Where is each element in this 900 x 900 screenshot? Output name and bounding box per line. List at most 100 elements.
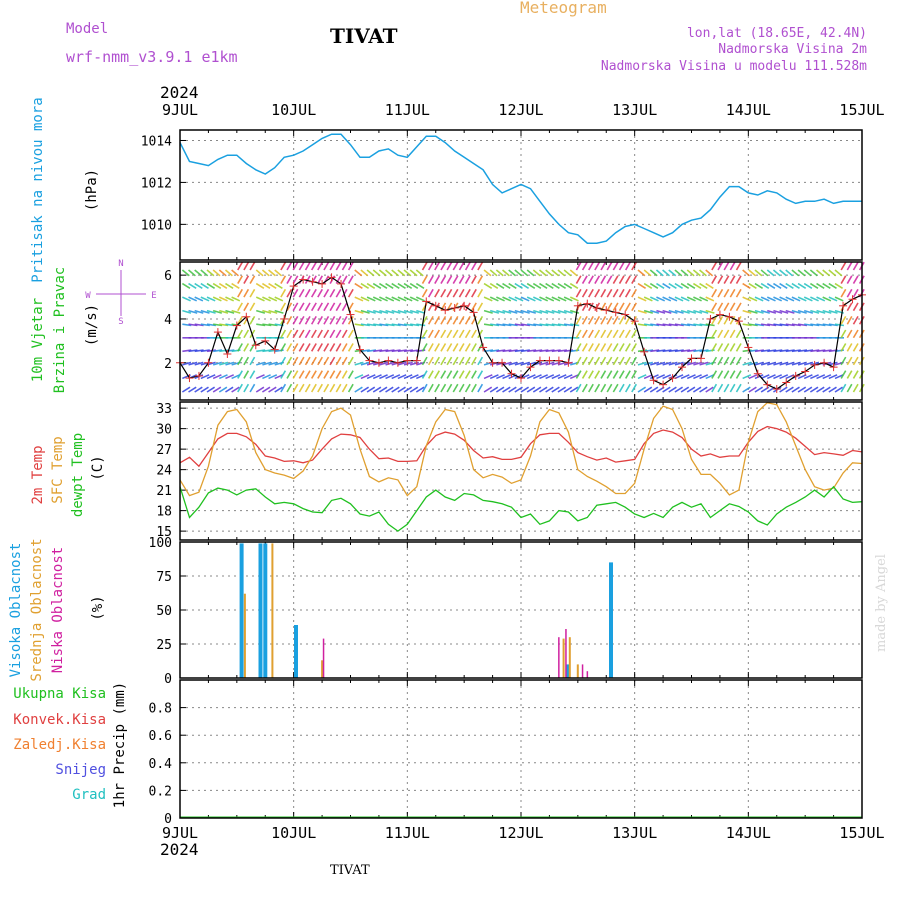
wind-barb xyxy=(846,261,853,271)
wind-barb xyxy=(662,323,672,327)
wind-barb xyxy=(618,343,625,352)
wind-barb xyxy=(262,374,271,380)
wind-barb xyxy=(810,374,819,380)
wind-barb xyxy=(705,323,715,327)
wind-barb xyxy=(533,309,543,314)
wind-barb xyxy=(379,349,389,353)
wind-barb xyxy=(329,383,336,393)
wind-barb xyxy=(643,386,653,393)
wind-barb xyxy=(225,309,235,314)
wind-barb xyxy=(427,383,434,393)
wind-barb xyxy=(612,356,619,366)
wind-barb xyxy=(471,288,477,298)
wind-barb xyxy=(754,374,764,380)
wind-barb xyxy=(514,309,524,314)
x-tick-label-bottom: 14JUL xyxy=(726,824,771,842)
wind-barb xyxy=(206,349,217,353)
wind-barb xyxy=(249,370,256,379)
wind-barb xyxy=(483,296,493,302)
wind-barb xyxy=(464,302,471,312)
wind-barb xyxy=(471,329,477,339)
wind-barb xyxy=(409,269,418,277)
wind-barb xyxy=(446,316,453,325)
wind-barb xyxy=(212,269,221,277)
wind-barb xyxy=(600,356,607,366)
wind-barb xyxy=(575,261,582,271)
wind-barb xyxy=(551,269,560,277)
wind-barb xyxy=(717,356,724,366)
wind-barb xyxy=(231,296,241,302)
wind-barb xyxy=(526,296,536,302)
wind-barb xyxy=(354,282,363,289)
wind-barb xyxy=(434,288,440,298)
wind-barb xyxy=(624,329,631,339)
wind-barb xyxy=(822,269,831,277)
wind-barb xyxy=(385,269,393,277)
wind-barb xyxy=(699,361,709,366)
wind-barb xyxy=(618,302,625,312)
y-tick-label: 33 xyxy=(156,402,172,417)
wind-barb xyxy=(391,386,400,393)
wind-barb xyxy=(563,309,573,314)
wind-barb xyxy=(754,361,764,366)
panel-frame-wind xyxy=(179,261,863,401)
wind-barb xyxy=(662,282,671,289)
wind-barb xyxy=(754,309,764,314)
wind-barb xyxy=(766,374,776,380)
high-cloud-bar xyxy=(239,543,244,678)
low-cloud-bar xyxy=(581,664,584,678)
wind-barb xyxy=(440,329,447,339)
wind-barb xyxy=(624,275,631,284)
wind-barb xyxy=(779,323,789,327)
wind-barb xyxy=(594,315,601,325)
wind-barb xyxy=(378,386,388,393)
wind-barb xyxy=(483,386,493,393)
wind-barb xyxy=(182,296,191,302)
wind-barb xyxy=(403,296,413,302)
wind-barb xyxy=(182,349,192,353)
wind-barb xyxy=(600,329,607,339)
wind-barb xyxy=(693,374,702,380)
wind-barb xyxy=(231,269,240,277)
wind-barb xyxy=(797,296,807,302)
wind-barb xyxy=(699,374,709,380)
wind-barb xyxy=(360,269,369,277)
wind-barb xyxy=(742,282,751,289)
wind-barb xyxy=(723,329,730,339)
wind-barb xyxy=(588,288,594,298)
wind-barb xyxy=(317,343,323,352)
wind-barb xyxy=(464,288,471,298)
wind-barb xyxy=(323,302,330,312)
wind-barb xyxy=(526,374,536,380)
wind-barb xyxy=(268,269,277,277)
wind-barb xyxy=(766,282,776,289)
wind-barb xyxy=(816,374,826,380)
wind-barb xyxy=(317,370,323,379)
wind-barb xyxy=(495,269,504,277)
wind-barb xyxy=(310,288,317,298)
wind-barb xyxy=(791,361,801,366)
wind-barb xyxy=(249,302,256,312)
wind-barb xyxy=(347,261,354,271)
wind-barb xyxy=(310,356,317,366)
wind-barb xyxy=(686,374,696,380)
wind-barb xyxy=(464,316,471,325)
wind-barb xyxy=(606,288,613,298)
y-tick-label: 1010 xyxy=(141,218,172,233)
wind-barb xyxy=(231,282,240,289)
wind-barb xyxy=(810,296,819,302)
wind-barb xyxy=(354,296,364,302)
wind-barb xyxy=(852,275,859,284)
wind-barb xyxy=(335,383,342,393)
wind-barb xyxy=(292,288,299,298)
wind-barb xyxy=(711,302,718,312)
wind-barb xyxy=(329,370,336,379)
wind-barb xyxy=(816,309,826,314)
wind-barb xyxy=(637,361,647,366)
wind-barb xyxy=(754,349,765,353)
high-cloud-bar xyxy=(609,562,613,678)
wind-barb xyxy=(779,309,789,314)
wind-barb xyxy=(834,386,844,393)
wind-barb xyxy=(852,288,859,298)
